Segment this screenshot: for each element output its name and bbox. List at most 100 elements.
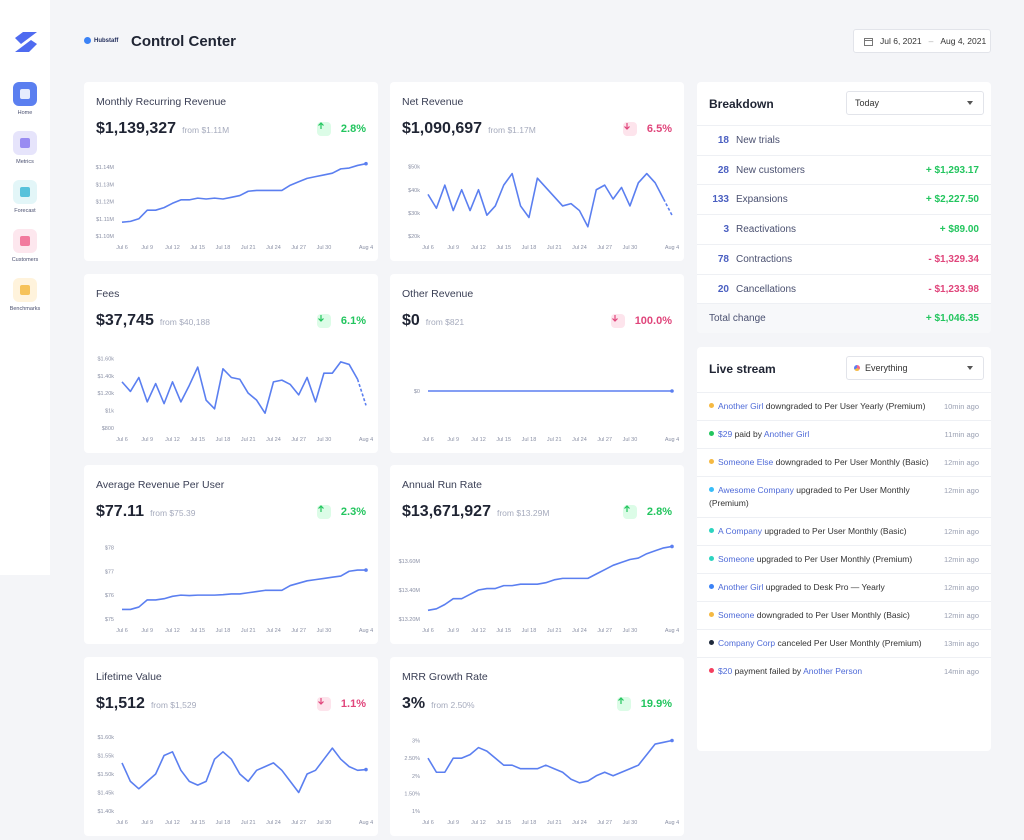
event[interactable]: Someone Else downgraded to Per User Mont… (697, 448, 991, 476)
event-link[interactable]: Another Girl (718, 582, 764, 592)
metric-card[interactable]: Monthly Recurring Revenue $1,139,327 from … (84, 82, 378, 261)
event-text: $29 paid by Another Girl (709, 428, 929, 441)
nav-item[interactable]: Benchmarks (0, 278, 50, 312)
event-link[interactable]: Awesome Company (718, 485, 794, 495)
y-tick-label: $0 (414, 389, 420, 395)
event-dot (709, 403, 714, 408)
event-dot (709, 431, 714, 436)
trend-arrow (316, 314, 331, 328)
event-text: $20 payment failed by Another Person (709, 665, 929, 678)
y-tick-label: 3% (412, 739, 420, 745)
x-tick-label: Jul 21 (241, 437, 256, 443)
nav-item[interactable]: Metrics (0, 131, 50, 165)
event-link[interactable]: Someone (718, 554, 755, 564)
trend-arrow (316, 505, 331, 519)
metric-card[interactable]: Average Revenue Per User $77.11 from $75.3… (84, 465, 378, 644)
event[interactable]: Another Girl upgraded to Desk Pro — Year… (697, 573, 991, 601)
card-title: Net Revenue (402, 96, 464, 108)
from-text: from $1.17M (488, 125, 536, 135)
event-text: Someone Else downgraded to Per User Mont… (709, 456, 929, 469)
x-tick-label: Jul 18 (522, 437, 537, 443)
trend-arrow (610, 314, 625, 328)
event[interactable]: Company Corp canceled Per User Monthly (… (697, 629, 991, 657)
event-link[interactable]: $29 (718, 429, 733, 439)
arrow-icon (317, 505, 324, 512)
event-link[interactable]: Another Person (803, 666, 863, 676)
x-tick-label: Jul 21 (547, 245, 562, 251)
metric-card[interactable]: Fees $37,745 from $40,188 6.1% $800 $1k $1.20k… (84, 274, 378, 453)
x-tick-label: Jul 6 (422, 628, 434, 634)
change-value: 2.3% (340, 506, 366, 518)
x-tick-label: Jul 9 (141, 820, 153, 826)
filter-icon (854, 365, 860, 371)
x-tick-label: Jul 30 (317, 820, 332, 826)
event[interactable]: $20 payment failed by Another Person 14mi… (697, 657, 991, 685)
y-tick-label: $1.45k (97, 791, 114, 797)
event[interactable]: Another Girl downgraded to Per User Year… (697, 392, 991, 420)
x-tick-label: Jul 24 (572, 437, 587, 443)
arrow-icon (617, 697, 624, 704)
y-tick-label: $13.60M (399, 559, 421, 565)
x-tick-label: Jul 15 (496, 628, 511, 634)
row-count: 20 (717, 283, 729, 295)
y-tick-label: $78 (105, 545, 114, 551)
x-tick-label: Aug 4 (665, 245, 679, 251)
change: 6.5% (622, 122, 672, 136)
nav-item[interactable]: Home (0, 82, 50, 116)
filter-select[interactable]: Today (846, 91, 984, 115)
x-tick-label: Jul 9 (447, 820, 459, 826)
from-text: from $40,188 (159, 317, 210, 327)
event-phrase: downgraded to Per User Monthly (Basic) (775, 457, 929, 467)
event-phrase: paid by (734, 429, 762, 439)
y-tick-label: $1.40k (97, 374, 114, 380)
x-tick-label: Jul 30 (623, 820, 638, 826)
x-tick-label: Jul 9 (141, 628, 153, 634)
arrow (317, 698, 324, 705)
metric-card[interactable]: MRR Growth Rate 3% from 2.50% 19.9% 1% 1.50% 2… (390, 657, 684, 836)
metric-card[interactable]: Lifetime Value $1,512 from $1,529 1.1% $1.40… (84, 657, 378, 836)
y-tick-label: $1.60k (97, 735, 114, 741)
event-link[interactable]: $20 (718, 666, 733, 676)
y-tick-label: $1.40k (97, 809, 114, 815)
row-amount: - $1,329.34 (928, 253, 979, 265)
row-label: New trials (736, 135, 780, 146)
nav-item[interactable]: Forecast (0, 180, 50, 214)
x-tick-label: Jul 30 (623, 437, 638, 443)
y-tick-label: $1.10M (96, 234, 115, 240)
card-title: Lifetime Value (96, 671, 162, 683)
nav-glyph (20, 138, 30, 148)
y-tick-label: 1.50% (404, 791, 420, 797)
filter-select[interactable]: Everything (846, 356, 984, 380)
y-tick-label: $77 (105, 569, 114, 575)
x-tick-label: Jul 27 (597, 820, 612, 826)
y-tick-label: $1.12M (96, 200, 115, 206)
trend-arrow (622, 505, 637, 519)
event[interactable]: Someone upgraded to Per User Monthly (Pr… (697, 545, 991, 573)
event-link[interactable]: Someone Else (718, 457, 774, 467)
line (427, 172, 665, 228)
event-time: 12min ago (943, 486, 979, 495)
event[interactable]: A Company upgraded to Per User Monthly (… (697, 517, 991, 545)
date-picker[interactable]: Jul 6, 2021– Aug 4, 2021 (853, 29, 991, 53)
event-link[interactable]: Another Girl (763, 429, 810, 439)
event[interactable]: $29 paid by Another Girl 11min ago (697, 420, 991, 448)
arrow-icon (623, 123, 630, 130)
value-text: $1,139,327 (96, 120, 177, 137)
event[interactable]: Awesome Company upgraded to Per User Mon… (697, 476, 991, 517)
metric-card[interactable]: Annual Run Rate $13,671,927 from $13.29M 2.… (390, 465, 684, 644)
metric-card[interactable]: Other Revenue $0 from $821 100.0% $0 Jul 6 Jul… (390, 274, 684, 453)
row-label: Expansions (736, 194, 788, 206)
event-link[interactable]: Another Girl (718, 401, 764, 411)
event-link[interactable]: Someone (718, 610, 755, 620)
event-time: 12min ago (943, 583, 979, 592)
event-link[interactable]: Company Corp (718, 638, 776, 648)
line (122, 569, 366, 611)
event[interactable]: Someone downgraded to Per User Monthly (… (697, 601, 991, 629)
event-time: 13min ago (943, 639, 979, 648)
nav-item[interactable]: Customers (0, 229, 50, 263)
event-link[interactable]: A Company (718, 526, 762, 536)
card-value: $1,512 from $1,529 (96, 695, 196, 713)
x-tick-label: Jul 18 (216, 245, 231, 251)
trend-arrow (316, 122, 331, 136)
metric-card[interactable]: Net Revenue $1,090,697 from $1.17M 6.5% $20k… (390, 82, 684, 261)
